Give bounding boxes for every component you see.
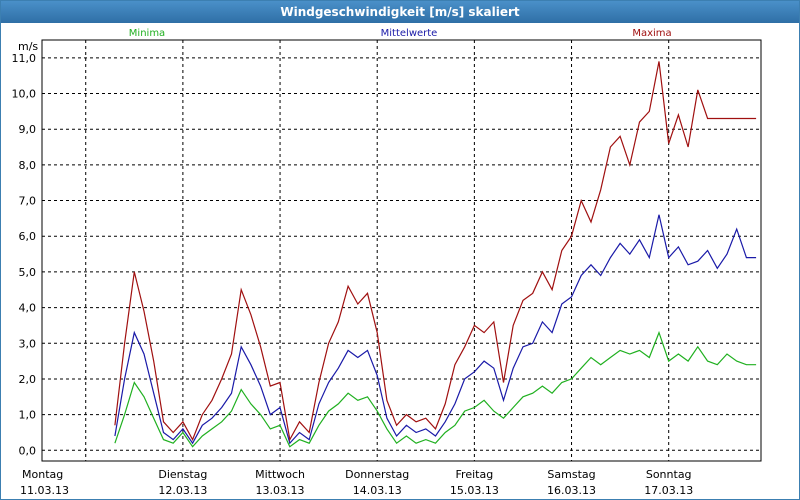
y-tick-label: 6,0 <box>19 230 37 243</box>
y-tick-label: 3,0 <box>19 337 37 350</box>
y-tick-label: 9,0 <box>19 123 37 136</box>
legend-entry-minima: Minima <box>129 28 165 39</box>
x-day-date: 12.03.13 <box>158 484 207 497</box>
legend-entry-mittelwerte: Mittelwerte <box>381 28 438 39</box>
series-lines <box>114 61 757 448</box>
x-day-weekday: Mittwoch <box>255 468 305 481</box>
x-day-weekday: Dienstag <box>158 468 207 481</box>
legend-entry-maxima: Maxima <box>632 28 671 39</box>
y-tick-label: 0,0 <box>19 444 37 457</box>
x-day-weekday: Samstag <box>547 468 595 481</box>
grid <box>42 40 761 461</box>
y-tick-label: 2,0 <box>19 373 37 386</box>
x-day-weekday: Sonntag <box>646 468 692 481</box>
x-day-date: 17.03.13 <box>644 484 693 497</box>
x-day-date: 15.03.13 <box>450 484 499 497</box>
x-day-weekday: Montag <box>22 468 63 481</box>
axes <box>41 39 762 462</box>
x-day-labels: Montag 11.03.13 Dienstag 12.03.13 Mittwoch 13… <box>20 468 693 497</box>
y-tick-label: 4,0 <box>19 302 37 315</box>
series-line-minima <box>114 330 757 448</box>
series-line-mittelwerte <box>114 214 757 445</box>
y-tick-label: 10,0 <box>12 88 37 101</box>
x-day-date: 13.03.13 <box>256 484 305 497</box>
legend: Minima Mittelwerte Maxima <box>129 28 672 39</box>
y-tick-label: 5,0 <box>19 266 37 279</box>
plot-frame <box>41 39 762 462</box>
x-day-date: 16.03.13 <box>547 484 596 497</box>
series-line-maxima <box>114 61 757 442</box>
x-day-date: 14.03.13 <box>353 484 402 497</box>
x-day-weekday: Donnerstag <box>345 468 409 481</box>
y-ticks: 0,0 1,0 2,0 3,0 4,0 5,0 6,0 7,0 8,0 9,0 10,0 11,0 <box>12 52 37 457</box>
chart-title: Windgeschwindigkeit [m/s] skaliert <box>1 1 799 23</box>
y-tick-label: 11,0 <box>12 52 37 65</box>
y-tick-label: 7,0 <box>19 195 37 208</box>
y-axis-label: m/s <box>18 40 38 53</box>
x-day-weekday: Freitag <box>456 468 494 481</box>
y-tick-label: 8,0 <box>19 159 37 172</box>
x-day-date: 11.03.13 <box>20 484 69 497</box>
y-tick-label: 1,0 <box>19 409 37 422</box>
